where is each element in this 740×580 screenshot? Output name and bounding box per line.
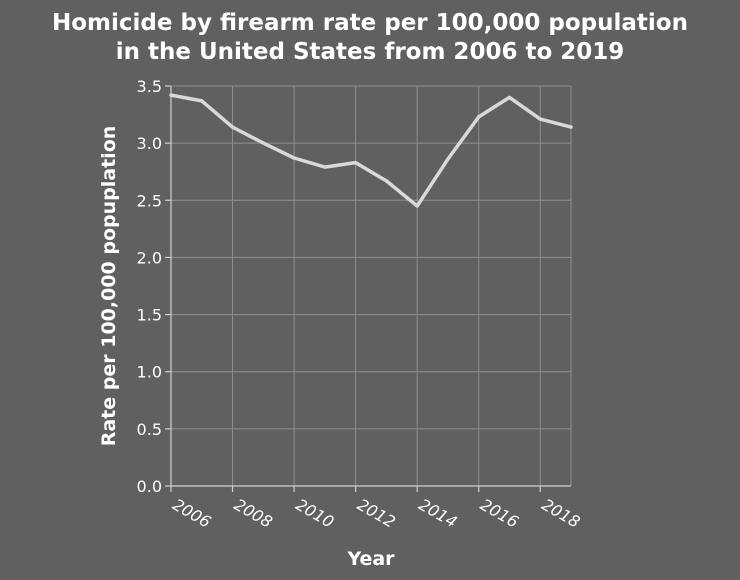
axes <box>165 85 571 492</box>
x-tick-label: 2008 <box>231 495 276 532</box>
y-tick-label: 2.5 <box>137 191 162 210</box>
data-point <box>538 117 542 121</box>
y-tick-label: 2.0 <box>137 248 162 267</box>
x-axis-label: Year <box>346 548 395 570</box>
x-tick-label: 2018 <box>539 495 584 532</box>
data-point <box>323 165 327 169</box>
series-layer <box>169 93 573 208</box>
y-tick-label: 0.0 <box>137 477 162 496</box>
y-tick-label: 3.0 <box>137 134 162 153</box>
x-tick-label: 2012 <box>354 495 399 532</box>
data-point <box>446 157 450 161</box>
y-tick-label: 1.0 <box>137 363 162 382</box>
data-point <box>231 125 235 129</box>
y-tick-label: 1.5 <box>137 306 162 325</box>
chart-title-line-2: in the United States from 2006 to 2019 <box>116 39 625 65</box>
data-point <box>477 115 481 119</box>
data-point <box>292 156 296 160</box>
data-point <box>384 179 388 183</box>
grid <box>170 85 572 487</box>
x-tick-label: 2016 <box>477 495 522 532</box>
data-point <box>261 141 265 145</box>
y-tick-label: 0.5 <box>137 420 162 439</box>
chart-title-line-1: Homicide by firearm rate per 100,000 pop… <box>52 10 688 36</box>
x-tick-label: 2014 <box>416 495 461 532</box>
x-tick-label: 2006 <box>169 495 214 532</box>
y-axis-label: Rate per 100,000 popuplation <box>98 126 120 447</box>
data-point <box>507 95 511 99</box>
y-tick-label: 3.5 <box>137 77 162 96</box>
tick-labels: 0.0 0.5 1.0 1.5 2.0 2.5 3.0 3.5 2006 2008 2010 2012… <box>137 77 584 532</box>
data-point <box>200 99 204 103</box>
data-point <box>569 125 573 129</box>
data-point <box>354 161 358 165</box>
data-point <box>169 93 173 97</box>
data-point <box>415 204 419 208</box>
x-tick-label: 2010 <box>292 495 337 532</box>
series-line <box>169 93 573 208</box>
